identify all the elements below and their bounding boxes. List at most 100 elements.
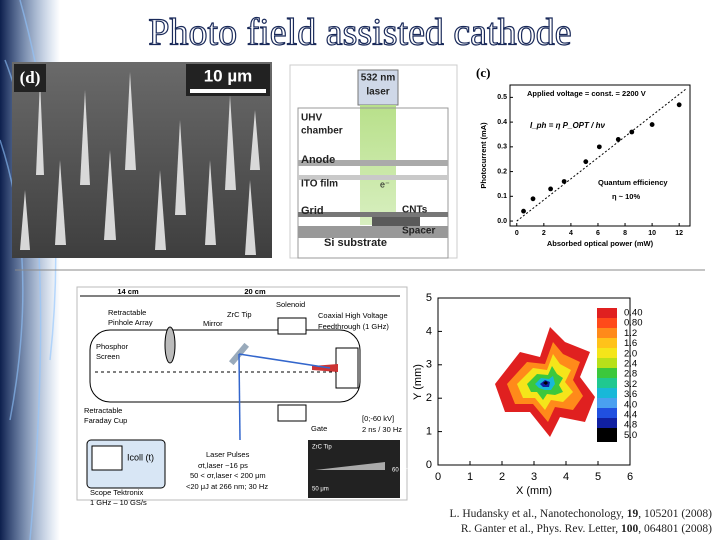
data-point: [596, 144, 602, 150]
setup-label: Solenoid: [276, 300, 305, 309]
data-point: [583, 159, 589, 165]
cnt-schematic: [289, 64, 458, 259]
y-tick-label: 3: [426, 359, 432, 371]
data-point: [561, 179, 567, 184]
setup-label: [0;-60 kV]: [362, 414, 394, 423]
data-point: [629, 129, 635, 135]
y-tick-label: 0.4: [497, 119, 507, 126]
setup-label: Scope Tektronix: [90, 488, 143, 497]
x-tick-label: 8: [623, 230, 627, 237]
schematic-label: chamber: [301, 126, 343, 137]
y-tick-label: 0.5: [497, 94, 507, 101]
data-point: [548, 186, 554, 192]
schematic-label: Spacer: [402, 226, 435, 237]
schematic-label: Si substrate: [324, 237, 387, 249]
setup-label: 60 μm: [392, 468, 409, 474]
setup-label: ZrC Tip: [227, 310, 252, 319]
plot-frame: [509, 84, 691, 227]
colorbar-label: 3.2: [624, 379, 637, 390]
colorbar-label: 0.80: [624, 318, 643, 329]
annotation: Quantum efficiency: [598, 178, 668, 187]
panel-label: (c): [476, 65, 490, 80]
setup-label: Feedthrough (1 GHz): [318, 322, 389, 331]
x-tick-label: 6: [596, 230, 600, 237]
setup-label: 20 cm: [244, 287, 266, 296]
colorbar-label: 2.4: [624, 359, 637, 370]
data-point: [676, 102, 682, 108]
citation: R. Ganter et al., Phys. Rev. Letter, 100…: [461, 523, 712, 535]
setup-label: Pinhole Array: [108, 318, 153, 327]
x-axis-label: Absorbed optical power (mW): [547, 239, 654, 248]
x-tick-label: 12: [675, 230, 683, 237]
data-point: [615, 137, 621, 142]
colorbar-label: 4.0: [624, 399, 637, 410]
x-tick-label: 10: [648, 230, 656, 237]
setup-label: Gate: [311, 424, 327, 433]
setup-label: Mirror: [203, 319, 223, 328]
setup-label: Faraday Cup: [84, 416, 127, 425]
colorbar-label: 5.0: [624, 430, 637, 441]
setup-label: Icoll (t): [127, 452, 154, 462]
schematic-label: Grid: [301, 205, 324, 217]
setup-label: 50 μm: [312, 487, 329, 493]
data-point: [521, 208, 526, 214]
setup-label: 2 ns / 30 Hz: [362, 425, 402, 434]
y-tick-label: 0.0: [497, 218, 507, 225]
schematic-label: UHV: [301, 113, 322, 124]
colorbar-label: 4.4: [624, 410, 637, 421]
setup-label: 14 cm: [117, 287, 139, 296]
y-axis-label: Y (mm): [412, 364, 424, 400]
schematic-label: e⁻: [380, 179, 390, 189]
data-point: [530, 196, 536, 202]
photocurrent-plot: 0 2 4 6 8 10 12 0.0 0.1 0.2 0.3 0.4 0.5 (c) Absorbed o…: [472, 63, 708, 258]
colorbar-label: 4.8: [624, 420, 637, 431]
schematic-label: laser: [366, 87, 389, 98]
colorbar-label: 3.6: [624, 389, 637, 400]
annotation: Applied voltage = const. = 2200 V: [527, 89, 646, 98]
schematic-label: 532 nm: [361, 73, 396, 84]
colorbar-label: 2.8: [624, 369, 637, 380]
x-tick-label: 6: [627, 471, 633, 483]
y-tick-label: 1: [426, 426, 432, 438]
setup-label: Phosphor: [96, 342, 129, 351]
y-axis-label: Photocurrent (mA): [479, 122, 488, 189]
x-tick-label: 0: [435, 471, 441, 483]
setup-label: ZrC Tip: [312, 445, 332, 451]
setup-label: Retractable: [84, 406, 122, 415]
x-tick-label: 2: [542, 230, 546, 237]
data-point: [649, 122, 655, 127]
scale-label: 10 µm: [204, 66, 253, 85]
slide-title: Photo field assisted cathode: [148, 12, 571, 54]
y-tick-label: 4: [426, 325, 432, 337]
x-tick-label: 4: [563, 471, 569, 483]
x-tick-label: 2: [499, 471, 505, 483]
setup-label: 50 < σr,laser < 200 μm: [190, 471, 266, 480]
x-tick-label: 4: [569, 230, 573, 237]
x-tick-label: 3: [531, 471, 537, 483]
setup-label: Coaxial High Voltage: [318, 311, 388, 320]
setup-label: 1 GHz – 10 GS/s: [90, 498, 147, 507]
schematic-label: CNTs: [402, 205, 428, 216]
setup-label: Retractable: [108, 308, 146, 317]
y-tick-label: 0: [426, 459, 432, 471]
setup-label: σt,laser ~16 ps: [198, 461, 248, 470]
panel-label: (d): [20, 68, 41, 87]
y-tick-label: 5: [426, 292, 432, 304]
colorbar-label: 2.0: [624, 348, 637, 359]
schematic-label: Anode: [301, 154, 335, 166]
setup-label: <20 μJ at 266 nm; 30 Hz: [186, 482, 268, 491]
annotation: I_ph = η P_OPT / hν: [530, 121, 605, 130]
y-tick-label: 2: [426, 392, 432, 404]
setup-label: Screen: [96, 352, 120, 361]
annotation: η ~ 10%: [612, 192, 640, 201]
y-tick-label: 0.3: [497, 144, 507, 151]
colorbar-label: 1.6: [624, 338, 637, 349]
x-tick-label: 0: [515, 230, 519, 237]
x-tick-label: 1: [467, 471, 473, 483]
sem-image: (d) 10 µm: [12, 62, 272, 258]
x-tick-label: 5: [595, 471, 601, 483]
colorbar-label: 0.40: [624, 308, 643, 319]
